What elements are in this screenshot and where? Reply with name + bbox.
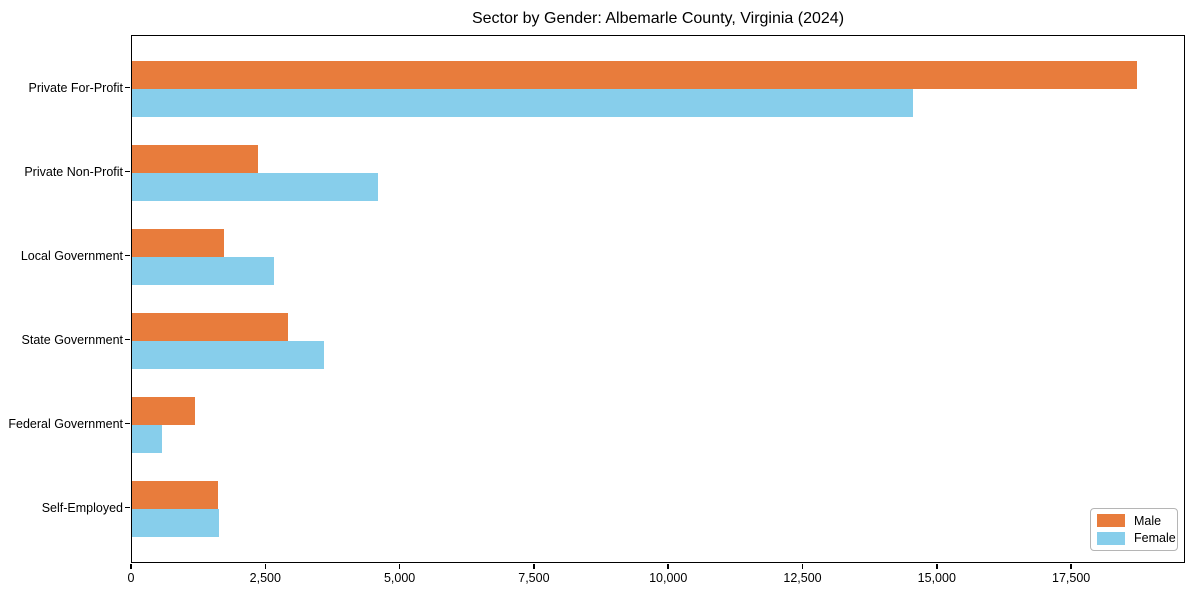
x-tick-mark — [130, 564, 132, 569]
bar-male-private-non-profit — [132, 144, 259, 173]
bar-male-local-government — [132, 228, 225, 257]
x-tick-label-0: 0 — [127, 571, 135, 585]
chart-title: Sector by Gender: Albemarle County, Virg… — [471, 10, 845, 27]
y-tick-mark — [125, 170, 130, 173]
bar-female-self-employed — [132, 508, 220, 537]
category-label-local-government: Local Government — [20, 248, 123, 263]
category-label-private-non-profit: Private Non-Profit — [24, 164, 123, 179]
x-tick-mark — [398, 564, 401, 569]
bar-female-local-government — [132, 256, 274, 285]
bar-male-self-employed — [132, 480, 218, 509]
bar-male-private-for-profit — [132, 60, 1137, 89]
x-tick-label-5-000: 5,000 — [383, 571, 416, 585]
bar-female-private-non-profit — [132, 172, 378, 201]
y-tick-mark — [125, 338, 130, 341]
x-tick-mark — [264, 564, 267, 569]
x-tick-mark — [1070, 564, 1072, 569]
category-label-private-for-profit: Private For-Profit — [28, 80, 123, 95]
x-tick-label-7-500: 7,500 — [518, 571, 550, 585]
legend-entry-male: Male — [1097, 514, 1171, 528]
legend-swatch-female — [1097, 531, 1125, 545]
category-label-state-government: State Government — [21, 332, 123, 347]
x-tick-mark — [801, 564, 804, 569]
y-tick-mark — [125, 506, 130, 509]
category-label-federal-government: Federal Government — [8, 416, 123, 431]
legend-label-male: Male — [1134, 513, 1162, 528]
bar-male-state-government — [132, 312, 288, 341]
x-tick-label-12-500: 12,500 — [783, 571, 822, 585]
x-tick-label-2-500: 2,500 — [249, 571, 281, 585]
plot-area — [131, 35, 1185, 563]
legend: Male Female — [1090, 508, 1178, 551]
y-tick-mark — [125, 254, 130, 257]
x-tick-label-10-000: 10,000 — [649, 571, 688, 585]
y-tick-mark — [125, 422, 130, 425]
x-tick-mark — [667, 564, 669, 569]
legend-label-female: Female — [1134, 531, 1176, 546]
legend-entry-female: Female — [1097, 531, 1176, 545]
x-tick-label-15-000: 15,000 — [917, 571, 956, 585]
x-tick-label-17-500: 17,500 — [1051, 571, 1091, 585]
x-tick-mark — [533, 564, 535, 569]
y-tick-mark — [125, 86, 130, 89]
bar-female-private-for-profit — [132, 88, 913, 117]
bar-male-federal-government — [132, 396, 195, 425]
category-label-self-employed: Self-Employed — [41, 500, 123, 515]
legend-swatch-male — [1097, 514, 1125, 528]
bar-female-federal-government — [132, 424, 163, 453]
x-tick-mark — [936, 564, 938, 569]
bar-female-state-government — [132, 340, 324, 369]
